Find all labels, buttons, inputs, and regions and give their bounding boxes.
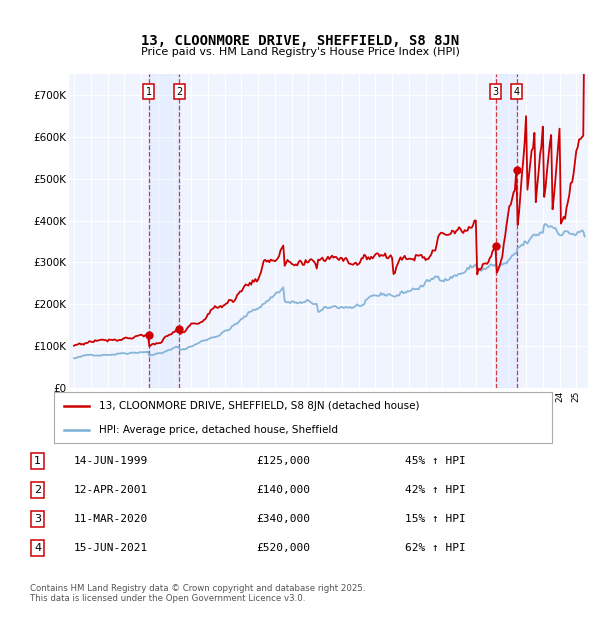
Text: 3: 3 (493, 87, 499, 97)
Bar (496, 74, 517, 388)
Text: 11-MAR-2020: 11-MAR-2020 (74, 514, 148, 524)
Text: 15-JUN-2021: 15-JUN-2021 (74, 542, 148, 552)
Text: 4: 4 (34, 542, 41, 552)
Text: 1: 1 (145, 87, 152, 97)
Text: 15% ↑ HPI: 15% ↑ HPI (405, 514, 466, 524)
Text: 42% ↑ HPI: 42% ↑ HPI (405, 485, 466, 495)
Text: 45% ↑ HPI: 45% ↑ HPI (405, 456, 466, 466)
Text: 3: 3 (34, 514, 41, 524)
Text: 12-APR-2001: 12-APR-2001 (74, 485, 148, 495)
Text: 62% ↑ HPI: 62% ↑ HPI (405, 542, 466, 552)
Text: £125,000: £125,000 (256, 456, 310, 466)
Text: 13, CLOONMORE DRIVE, SHEFFIELD, S8 8JN (detached house): 13, CLOONMORE DRIVE, SHEFFIELD, S8 8JN (… (99, 401, 419, 411)
Text: £520,000: £520,000 (256, 542, 310, 552)
Text: Price paid vs. HM Land Registry's House Price Index (HPI): Price paid vs. HM Land Registry's House … (140, 47, 460, 57)
Text: 13, CLOONMORE DRIVE, SHEFFIELD, S8 8JN: 13, CLOONMORE DRIVE, SHEFFIELD, S8 8JN (141, 34, 459, 48)
Text: 4: 4 (514, 87, 520, 97)
Text: 1: 1 (34, 456, 41, 466)
Text: 2: 2 (176, 87, 182, 97)
Text: £340,000: £340,000 (256, 514, 310, 524)
Text: 2: 2 (34, 485, 41, 495)
Text: £140,000: £140,000 (256, 485, 310, 495)
Text: HPI: Average price, detached house, Sheffield: HPI: Average price, detached house, Shef… (99, 425, 338, 435)
Text: 14-JUN-1999: 14-JUN-1999 (74, 456, 148, 466)
Bar (149, 74, 179, 388)
Text: Contains HM Land Registry data © Crown copyright and database right 2025.
This d: Contains HM Land Registry data © Crown c… (30, 584, 365, 603)
